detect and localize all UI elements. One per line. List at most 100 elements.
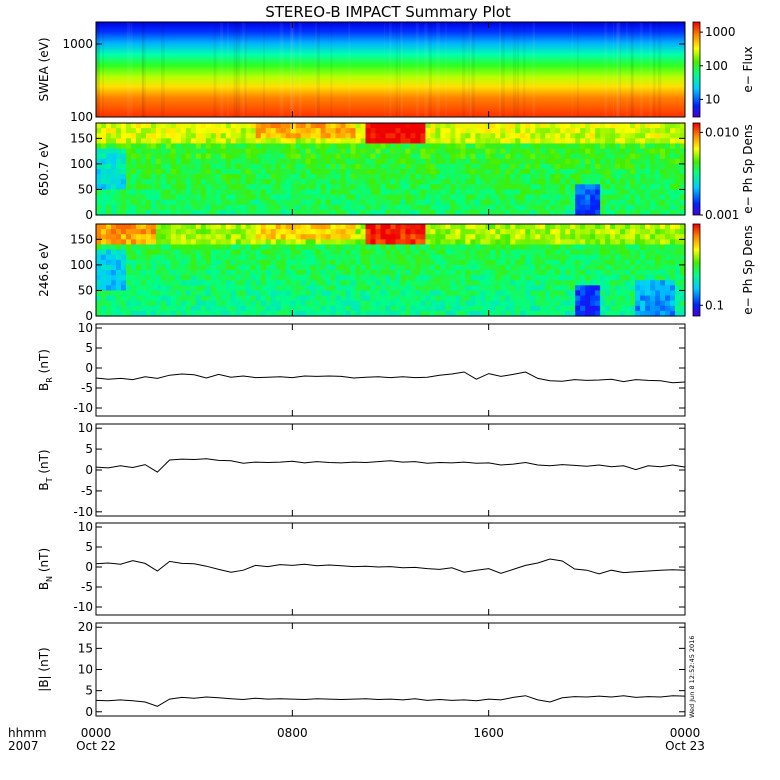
pad-cell [600,254,606,261]
pad-cell [455,239,461,246]
y-tick-label: 1000 [62,37,93,51]
pad-cell [655,148,661,155]
pad-cell [260,310,267,317]
pad-cell [455,290,461,297]
pad-cell [195,123,202,129]
pad-cell [460,310,466,317]
pad-cell [175,123,182,129]
pad-cell [355,239,362,246]
pad-cell [630,285,636,292]
pad-cell [620,163,626,170]
pad-cell [135,290,142,297]
pad-cell [455,259,461,266]
pad-cell [560,300,566,307]
pad-cell [135,128,142,134]
pad-cell [420,264,427,271]
pad-cell [675,138,681,145]
pad-cell [110,128,117,134]
pad-cell [525,285,531,292]
pad-cell [175,133,182,139]
pad-cell [535,148,541,155]
pad-cell [390,285,397,292]
pad-cell [175,209,182,216]
pad-cell [270,249,277,256]
x-tick-label: 0000 [81,726,112,740]
pad-cell [640,254,646,261]
pad-cell [260,163,267,170]
pad-cell [550,285,556,292]
pad-cell [595,285,601,292]
pad-cell [175,300,182,307]
pad-cell [160,229,167,235]
pad-cell [565,270,571,276]
pad-cell [535,123,541,129]
pad-cell [365,204,372,211]
pad-cell [175,254,182,261]
pad-cell [315,199,322,206]
pad-cell [530,138,536,145]
pad-cell [195,128,202,134]
pad-cell [155,123,162,129]
pad-cell [305,138,312,145]
pad-cell [620,244,626,251]
pad-cell [565,123,571,129]
pad-cell [305,229,312,235]
pad-cell [290,138,297,145]
pad-cell [655,194,661,201]
pad-cell [160,305,167,312]
pad-cell [535,179,541,185]
pad-cell [670,138,676,145]
pad-cell [670,153,676,160]
pad-cell [465,249,471,256]
pad-cell [205,179,212,185]
pad-cell [550,169,556,175]
pad-cell [630,184,636,191]
pad-cell [220,204,227,211]
pad-cell [405,138,412,145]
pad-cell [390,224,397,230]
pad-cell [625,128,631,134]
pad-cell [100,138,107,145]
pad-cell [250,153,257,160]
pad-cell [200,295,207,302]
pad-cell [100,290,107,297]
pad-cell [140,310,147,317]
pad-cell [385,143,392,150]
pad-cell [680,199,686,206]
pad-cell [300,204,307,211]
pad-cell [520,249,526,256]
swea-streak [639,22,643,117]
pad-cell [120,310,127,317]
pad-cell [135,123,142,129]
pad-cell [120,123,127,129]
pad-cell [350,169,357,175]
pad-cell [585,270,591,276]
pad-cell [365,254,372,261]
pad-cell [300,153,307,160]
pad-cell [395,239,402,246]
pad-cell [510,290,516,297]
pad-cell [330,209,337,216]
pad-cell [270,199,277,206]
pad-cell [635,158,641,165]
pad-cell [645,138,651,145]
pad-cell [150,300,157,307]
pad-cell [425,169,432,175]
pad-cell [260,179,267,185]
pad-cell [585,264,591,271]
pad-cell [460,179,466,185]
pad-cell [660,194,666,201]
pad-cell [175,199,182,206]
pad-cell [670,169,676,175]
pad-cell [445,184,451,191]
pad-cell [175,244,182,251]
pad-cell [535,244,541,251]
pad-cell [150,280,157,286]
pad-cell [570,179,576,185]
pad-cell [560,234,566,240]
pad-cell [545,285,551,292]
pad-cell [275,229,282,235]
pad-cell [385,189,392,196]
pad-cell [530,194,536,201]
